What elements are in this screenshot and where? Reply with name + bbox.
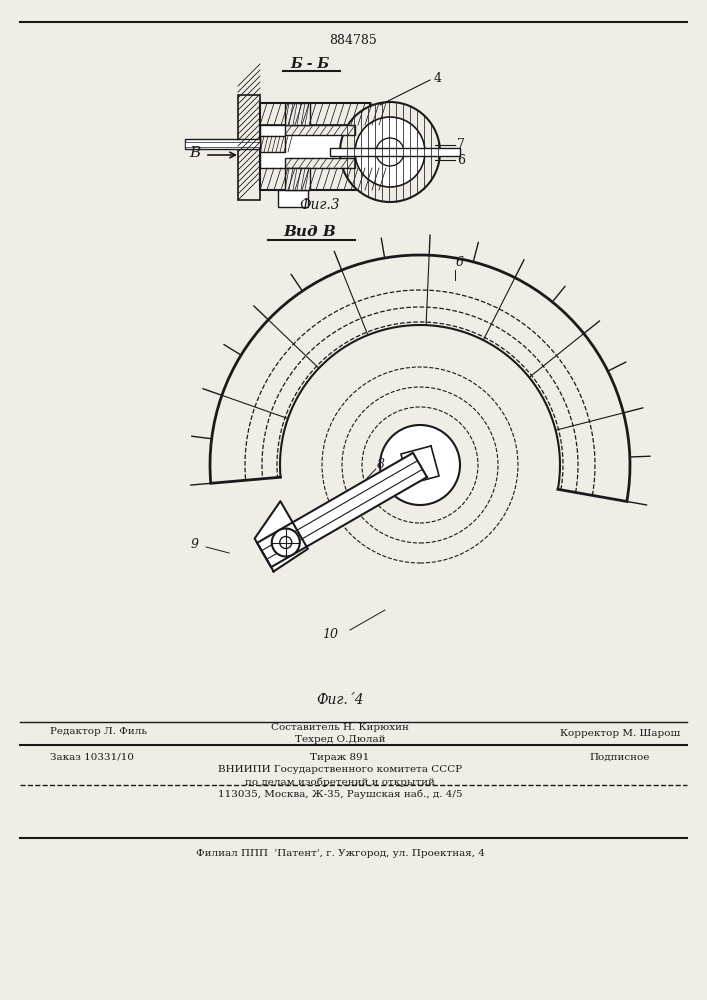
Text: Фиг.3: Фиг.3	[300, 198, 340, 212]
Bar	[285, 103, 310, 125]
Circle shape	[380, 425, 460, 505]
Bar	[330, 148, 460, 156]
Bar	[260, 103, 370, 190]
Text: Заказ 10331/10: Заказ 10331/10	[50, 752, 134, 762]
Circle shape	[355, 117, 425, 187]
Text: 884785: 884785	[329, 33, 377, 46]
Circle shape	[340, 102, 440, 202]
Circle shape	[376, 138, 404, 166]
Text: 113035, Москва, Ж-35, Раушская наб., д. 4/5: 113035, Москва, Ж-35, Раушская наб., д. …	[218, 789, 462, 799]
Bar	[260, 136, 285, 152]
Text: Корректор М. Шарош: Корректор М. Шарош	[560, 730, 680, 738]
Text: Тираж 891: Тираж 891	[310, 752, 370, 762]
Bar	[285, 125, 355, 135]
Text: В: В	[189, 146, 200, 160]
Text: Филиал ППП  'Патент', г. Ужгород, ул. Проектная, 4: Филиал ППП 'Патент', г. Ужгород, ул. Про…	[196, 848, 484, 857]
Bar	[185, 139, 260, 149]
Bar	[260, 103, 370, 125]
Circle shape	[271, 528, 300, 556]
Text: Редактор Л. Филь: Редактор Л. Филь	[50, 728, 147, 736]
Bar	[278, 190, 308, 207]
Text: Составитель Н. Кирюхин: Составитель Н. Кирюхин	[271, 724, 409, 732]
Text: 6: 6	[456, 256, 464, 269]
Circle shape	[280, 536, 292, 548]
Bar	[260, 125, 370, 168]
Text: 6: 6	[457, 153, 465, 166]
Polygon shape	[257, 453, 427, 567]
Text: Б - Б: Б - Б	[291, 57, 329, 71]
Text: Фиг.´4: Фиг.´4	[316, 693, 364, 707]
Bar	[285, 168, 310, 190]
Text: 9: 9	[190, 538, 198, 552]
Bar	[238, 95, 260, 200]
Polygon shape	[255, 501, 308, 571]
Text: Вид В: Вид В	[284, 225, 337, 239]
Text: Подписное: Подписное	[590, 752, 650, 762]
Text: ВНИИПИ Государственного комитета СССР: ВНИИПИ Государственного комитета СССР	[218, 766, 462, 774]
Bar	[185, 142, 260, 147]
Text: Техред О.Дюлай: Техред О.Дюлай	[295, 736, 385, 744]
Text: по делам изобретений и открытий: по делам изобретений и открытий	[245, 777, 435, 787]
Text: 8: 8	[377, 458, 385, 472]
Text: 4: 4	[434, 72, 442, 85]
Text: 7: 7	[457, 138, 465, 151]
Text: 10: 10	[322, 629, 338, 642]
Bar	[285, 158, 355, 168]
Bar	[260, 168, 370, 190]
